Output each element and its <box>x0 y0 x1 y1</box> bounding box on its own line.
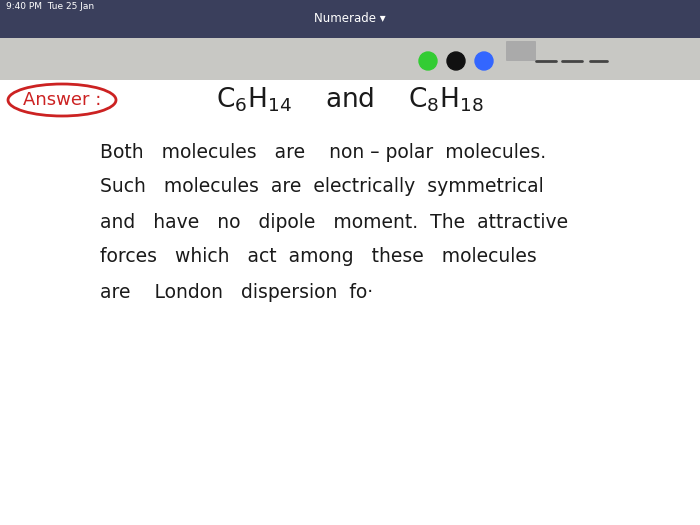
Text: and   have   no   dipole   moment.  The  attractive: and have no dipole moment. The attractiv… <box>100 213 568 232</box>
Circle shape <box>475 52 493 70</box>
Text: are    London   dispersion  fo·: are London dispersion fo· <box>100 282 373 301</box>
FancyBboxPatch shape <box>506 41 536 61</box>
Circle shape <box>447 52 465 70</box>
Text: Both   molecules   are    non – polar  molecules.: Both molecules are non – polar molecules… <box>100 142 546 162</box>
Text: Numerade ▾: Numerade ▾ <box>314 13 386 26</box>
Text: $\mathregular{C_6H_{14}}$    and    $\mathregular{C_8H_{18}}$: $\mathregular{C_6H_{14}}$ and $\mathregu… <box>216 86 484 114</box>
Text: forces   which   act  among   these   molecules: forces which act among these molecules <box>100 247 537 267</box>
FancyBboxPatch shape <box>0 0 700 38</box>
FancyBboxPatch shape <box>0 38 700 80</box>
Text: 9:40 PM  Tue 25 Jan: 9:40 PM Tue 25 Jan <box>6 2 94 11</box>
Text: Answer :: Answer : <box>23 91 102 109</box>
Circle shape <box>419 52 437 70</box>
Text: Such   molecules  are  electrically  symmetrical: Such molecules are electrically symmetri… <box>100 177 544 196</box>
FancyBboxPatch shape <box>0 80 700 525</box>
